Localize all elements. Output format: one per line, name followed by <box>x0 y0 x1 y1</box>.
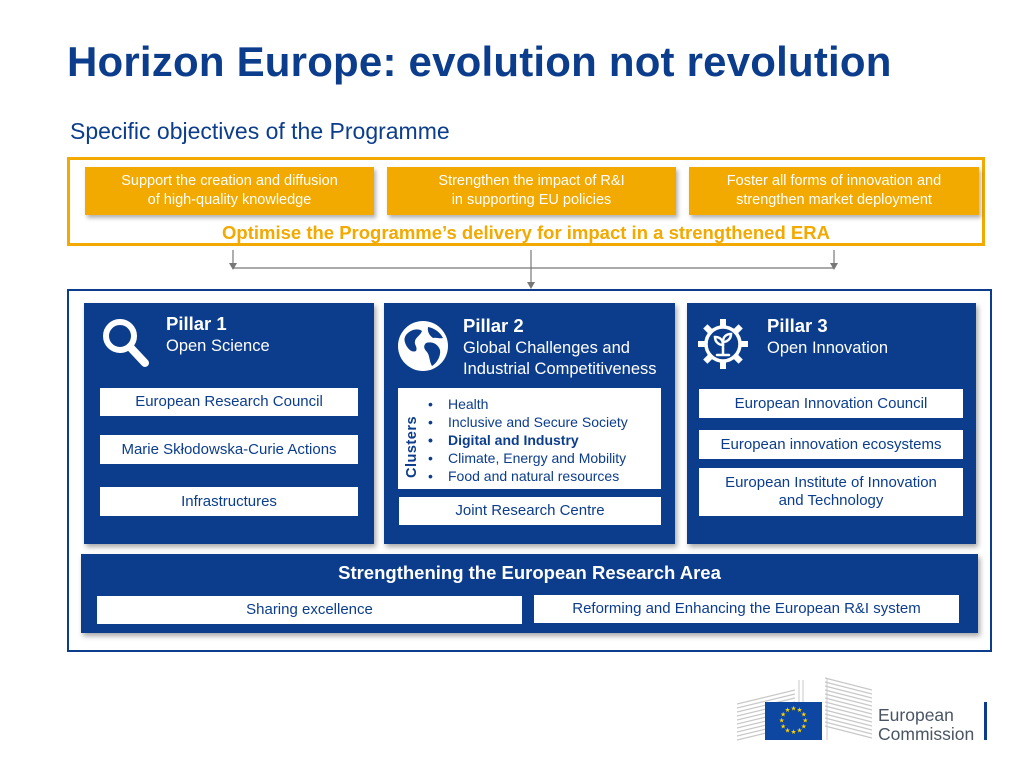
cluster-item: Climate, Energy and Mobility <box>428 449 628 467</box>
logo-divider <box>984 702 987 740</box>
pillar-2-subtitle-line: Industrial Competitiveness <box>463 360 657 378</box>
cluster-item-highlighted: Digital and Industry <box>428 431 628 449</box>
eit-line: European Institute of Innovation <box>725 474 937 491</box>
svg-text:★: ★ <box>780 710 786 718</box>
connector-arrows <box>229 250 838 289</box>
objective-line: Strengthen the impact of R&I <box>438 173 625 189</box>
pillar-2-item: Joint Research Centre <box>399 497 661 525</box>
objectives-footer: Optimise the Programme’s delivery for im… <box>222 222 830 243</box>
era-item: Sharing excellence <box>97 596 522 624</box>
globe-icon <box>398 321 448 371</box>
objective-line: Foster all forms of innovation and <box>726 173 942 189</box>
pillar-1-item: European Research Council <box>100 388 358 416</box>
svg-text:★: ★ <box>780 722 786 730</box>
cluster-item: Inclusive and Secure Society <box>428 413 628 431</box>
svg-text:★: ★ <box>801 710 807 718</box>
magnifier-icon <box>103 319 149 367</box>
svg-text:★: ★ <box>791 705 797 713</box>
pillar-1-title: Pillar 1 <box>166 313 227 334</box>
eu-flag-icon: ★ ★ ★ ★ ★ ★ ★ ★ ★ ★ ★ ★ <box>765 702 822 740</box>
objective-line: strengthen market deployment <box>736 192 932 208</box>
svg-text:★: ★ <box>802 716 808 724</box>
pillar-3-item: European innovation ecosystems <box>699 430 963 459</box>
page-title: Horizon Europe: evolution not revolution <box>67 38 892 85</box>
cluster-item: Food and natural resources <box>428 467 628 485</box>
logo-text-line1: European <box>878 705 954 725</box>
eu-stars-icon: ★ ★ ★ ★ ★ ★ ★ ★ ★ ★ ★ ★ <box>779 705 809 737</box>
svg-text:★: ★ <box>785 727 791 735</box>
pillar-1-item: Marie Skłodowska-Curie Actions <box>100 435 358 464</box>
objective-line: in supporting EU policies <box>451 192 612 208</box>
svg-text:★: ★ <box>779 716 785 724</box>
cluster-item: Health <box>428 395 628 413</box>
era-title: Strengthening the European Research Area <box>338 562 721 583</box>
svg-text:★: ★ <box>791 728 797 736</box>
objective-box-innovation: Foster all forms of innovation and streng… <box>689 167 979 215</box>
logo-text-line2: Commission <box>878 724 975 744</box>
svg-text:★: ★ <box>797 706 803 714</box>
pillar-2-subtitle-line: Global Challenges and <box>463 339 630 357</box>
page-subtitle: Specific objectives of the Programme <box>70 118 450 144</box>
objective-line: of high-quality knowledge <box>147 192 312 208</box>
svg-text:★: ★ <box>801 722 807 730</box>
era-item: Reforming and Enhancing the European R&I… <box>534 595 959 623</box>
objectives-frame <box>67 157 985 246</box>
clusters-list: Health Inclusive and Secure Society Digi… <box>428 395 628 485</box>
objective-box-knowledge: Support the creation and diffusion of hig… <box>85 167 374 215</box>
pillar-3-item: European Innovation Council <box>699 389 963 418</box>
clusters-label: Clusters <box>404 415 420 478</box>
svg-text:★: ★ <box>797 727 803 735</box>
pillar-3-title: Pillar 3 <box>767 315 828 336</box>
pillar-3-subtitle: Open Innovation <box>767 339 889 357</box>
pillar-2-title: Pillar 2 <box>463 315 524 336</box>
pillar-1-subtitle: Open Science <box>166 337 270 355</box>
eit-line: and Technology <box>778 492 884 509</box>
pillar-3-item-eit: European Institute of Innovation and Tech… <box>699 468 963 516</box>
pillar-2-subtitle: Global Challenges and Industrial Competi… <box>463 338 657 380</box>
svg-text:★: ★ <box>785 706 791 714</box>
objective-line: Support the creation and diffusion <box>121 173 338 189</box>
gear-plant-icon <box>698 319 748 369</box>
objective-box-policies: Strengthen the impact of R&I in supportin… <box>387 167 676 215</box>
pillars-frame <box>67 289 992 652</box>
pillar-1-item: Infrastructures <box>100 487 358 516</box>
